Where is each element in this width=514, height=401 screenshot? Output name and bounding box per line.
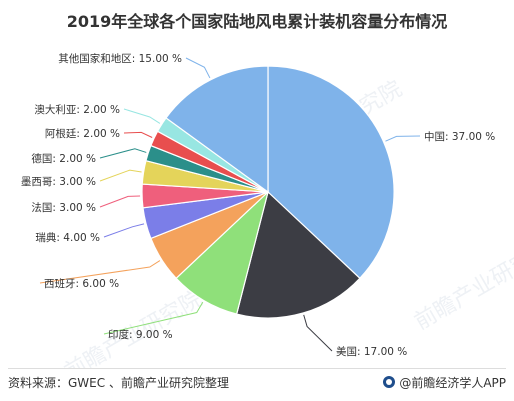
app-logo-icon <box>383 376 396 388</box>
slice-label: 阿根廷: 2.00 % <box>45 127 120 140</box>
source-note: 资料来源：GWEC 、前瞻产业研究院整理 <box>8 375 229 390</box>
watermark-text: 前瞻产业研究院 <box>411 237 514 336</box>
pie-slices <box>141 65 395 319</box>
pie-slice <box>165 65 269 194</box>
leader-lines <box>39 57 421 352</box>
chart-title: 2019年全球各个国家陆地风电累计装机容量分布情况 <box>66 12 448 31</box>
leader-line <box>103 301 204 335</box>
pie-slice <box>267 65 395 280</box>
slice-label: 墨西哥: 3.00 % <box>21 176 96 188</box>
leader-line <box>123 131 153 138</box>
slice-label: 德国: 2.00 % <box>31 152 96 165</box>
credit-text: @前瞻经济学人APP <box>399 375 506 390</box>
leader-line <box>99 148 147 159</box>
footer-credit: @前瞻经济学人APP <box>383 374 506 391</box>
leader-line <box>123 108 161 124</box>
slice-label: 瑞典: 4.00 % <box>35 231 100 244</box>
slice-label: 美国: 17.00 % <box>336 345 407 358</box>
leader-line <box>99 169 142 182</box>
slice-label: 印度: 9.00 % <box>108 328 173 341</box>
leader-line <box>103 223 145 238</box>
leader-line <box>39 260 161 284</box>
slice-label: 法国: 3.00 % <box>31 201 96 214</box>
pie-slice <box>235 190 361 319</box>
slice-label: 其他国家和地区: 15.00 % <box>58 52 182 65</box>
slice-label: 澳大利亚: 2.00 % <box>34 103 120 116</box>
leader-line <box>303 314 333 352</box>
footer: 资料来源：GWEC 、前瞻产业研究院整理 @前瞻经济学人APP <box>8 368 506 395</box>
slice-labels: 中国: 37.00 % 美国: 17.00 % 印度: 9.00 % 西班牙: 6.0… <box>21 52 495 358</box>
leader-line <box>99 195 141 208</box>
leader-line <box>385 135 421 142</box>
leader-line <box>185 57 211 79</box>
slice-label: 西班牙: 6.00 % <box>44 278 119 290</box>
pie-chart: 前瞻产业研究院前瞻产业研究院前瞻产业研究院 中国: 37.00 %美国: 17.… <box>21 52 514 368</box>
slice-label: 中国: 37.00 % <box>424 130 495 143</box>
